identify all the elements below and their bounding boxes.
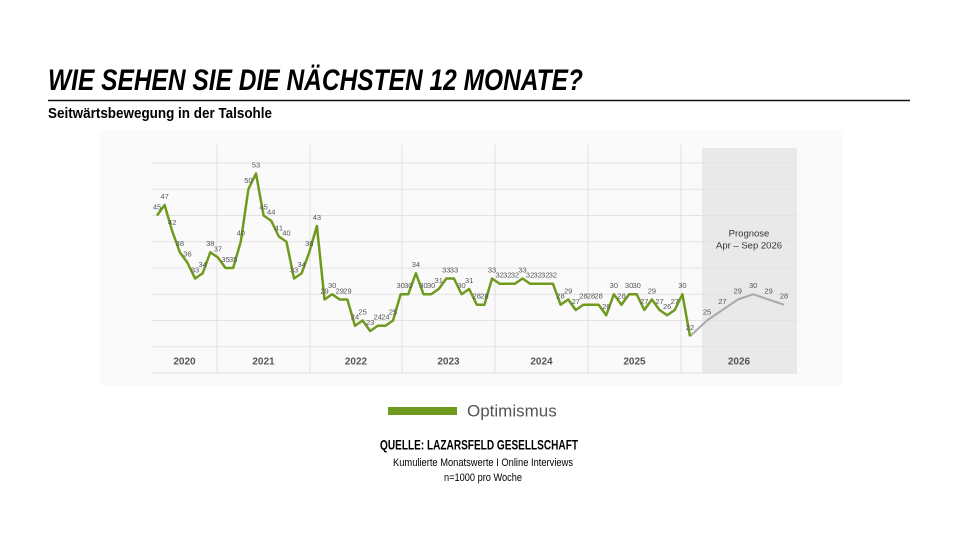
data-label: 28	[594, 292, 602, 301]
data-label: 29	[564, 286, 572, 295]
data-label: 28	[617, 292, 625, 301]
data-label: 31	[465, 276, 473, 285]
data-label: 30	[404, 281, 412, 290]
data-label: 25	[358, 307, 366, 316]
data-label: 34	[297, 260, 305, 269]
data-label: 38	[176, 239, 184, 248]
data-label: 32	[549, 271, 557, 280]
data-label: 27	[671, 297, 679, 306]
data-label: 25	[703, 307, 711, 316]
data-label: 37	[214, 244, 222, 253]
data-label: 32	[503, 271, 511, 280]
data-label: 30	[396, 281, 404, 290]
data-label: 33	[290, 265, 298, 274]
data-label: 30	[427, 281, 435, 290]
data-label: 27	[655, 297, 663, 306]
forecast-band	[702, 148, 797, 373]
data-label: 30	[419, 281, 427, 290]
data-label: 30	[610, 281, 618, 290]
source-line: Kumulierte Monatswerte I Online Intervie…	[393, 457, 573, 469]
data-label: 30	[457, 281, 465, 290]
data-label: 29	[320, 286, 328, 295]
data-label: 34	[199, 260, 207, 269]
data-label: 29	[764, 286, 772, 295]
data-label: 32	[534, 271, 542, 280]
series-line	[155, 172, 692, 337]
data-label: 28	[579, 292, 587, 301]
plot: 2020 2021 2022 2023 2024 2025 2026454742383633…	[152, 145, 797, 374]
data-label: 30	[633, 281, 641, 290]
data-label: 34	[412, 260, 420, 269]
source-title: QUELLE: LAZARSFELD GESELLSCHAFT	[380, 437, 578, 453]
data-label: 33	[442, 265, 450, 274]
data-label: 28	[587, 292, 595, 301]
data-label: 33	[450, 265, 458, 274]
data-label: 36	[183, 250, 191, 259]
data-label: 29	[343, 286, 351, 295]
x-tick-label: 2026	[728, 357, 751, 368]
x-tick-label: 2020	[173, 357, 196, 368]
data-label: 22	[686, 323, 694, 332]
data-label: 29	[336, 286, 344, 295]
data-label: 32	[541, 271, 549, 280]
data-label: 28	[480, 292, 488, 301]
data-label: 29	[648, 286, 656, 295]
data-label: 42	[168, 218, 176, 227]
x-tick-label: 2021	[252, 357, 275, 368]
data-label: 28	[473, 292, 481, 301]
legend-swatch	[388, 407, 457, 415]
x-tick-label: 2022	[345, 357, 368, 368]
x-tick-label: 2025	[623, 357, 646, 368]
data-label: 38	[206, 239, 214, 248]
data-label: 43	[313, 213, 321, 222]
data-label: 26	[602, 302, 610, 311]
data-label: 44	[267, 208, 275, 217]
data-label: 35	[221, 255, 229, 264]
data-label: 45	[153, 202, 161, 211]
data-label: 26	[663, 302, 671, 311]
annotation-detail: Apr – Sep 2026	[716, 241, 782, 252]
data-label: 27	[640, 297, 648, 306]
x-tick-label: 2023	[437, 357, 460, 368]
data-label: 25	[389, 307, 397, 316]
data-label: 35	[229, 255, 237, 264]
data-label: 31	[435, 276, 443, 285]
data-label: 29	[734, 286, 742, 295]
data-label: 30	[625, 281, 633, 290]
data-label: 27	[718, 297, 726, 306]
data-label: 24	[374, 313, 382, 322]
data-label: 32	[511, 271, 519, 280]
data-label: 27	[572, 297, 580, 306]
x-tick-label: 2024	[530, 357, 553, 368]
data-label: 30	[749, 281, 757, 290]
data-label: 33	[191, 265, 199, 274]
data-label: 30	[678, 281, 686, 290]
subtitle: Seitwärtsbewegung in der Talsohle	[48, 105, 272, 122]
data-label: 50	[244, 176, 252, 185]
data-label: 24	[381, 313, 389, 322]
data-label: 33	[488, 265, 496, 274]
title: WIE SEHEN SIE DIE NÄCHSTEN 12 MONATE?	[48, 64, 583, 97]
data-label: 32	[495, 271, 503, 280]
connector	[689, 319, 708, 337]
annotation: Prognose	[729, 229, 770, 240]
data-label: 40	[282, 229, 290, 238]
data-label: 24	[351, 313, 359, 322]
legend-label: Optimismus	[467, 401, 557, 420]
data-label: 33	[518, 265, 526, 274]
data-label: 28	[556, 292, 564, 301]
data-label: 45	[259, 202, 267, 211]
series-line	[706, 293, 785, 322]
data-label: 28	[780, 292, 788, 301]
data-label: 30	[328, 281, 336, 290]
data-label: 47	[160, 192, 168, 201]
data-label: 23	[366, 318, 374, 327]
data-label: 53	[252, 160, 260, 169]
source-line: n=1000 pro Woche	[444, 472, 522, 484]
data-label: 41	[275, 223, 283, 232]
data-label: 40	[237, 229, 245, 238]
data-label: 38	[305, 239, 313, 248]
data-label: 32	[526, 271, 534, 280]
